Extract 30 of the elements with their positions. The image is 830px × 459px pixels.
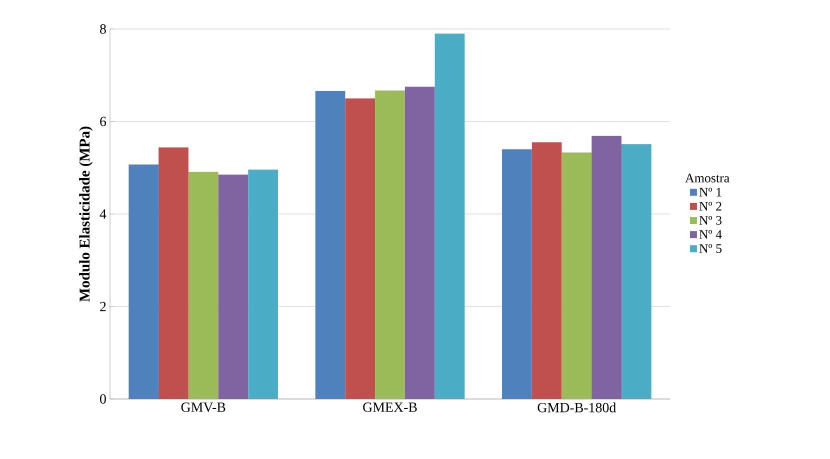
legend-label: Nº 4: [699, 230, 722, 239]
y-axis-title: Modulo Elasticidade (MPa): [79, 126, 93, 302]
x-tick-label: GMD-B-180d: [538, 402, 616, 412]
bar: [375, 90, 405, 399]
legend-label: Nº 2: [699, 202, 722, 210]
y-tick-label: 0: [100, 394, 106, 404]
legend-title: Amostra: [685, 174, 730, 182]
bar: [315, 90, 346, 399]
bar: [345, 98, 376, 399]
bar: [158, 147, 188, 399]
legend-label: Nº 5: [699, 244, 722, 253]
bar: [404, 86, 435, 399]
legend-label: Nº 3: [699, 216, 722, 225]
x-tick-label: GMV-B: [181, 402, 226, 412]
legend-label: Nº 1: [699, 188, 722, 196]
bar: [592, 136, 622, 399]
bar: [621, 144, 652, 399]
bar: [188, 172, 218, 399]
bar: [434, 34, 465, 399]
x-tick-label: GMEX-B: [363, 402, 417, 412]
bar: [502, 149, 532, 399]
bar: [562, 152, 592, 399]
y-tick-label: 8: [100, 24, 106, 34]
bar: [532, 142, 562, 399]
y-tick-label: 4: [100, 209, 106, 219]
y-tick-label: 2: [100, 302, 106, 312]
bar: [218, 174, 248, 399]
bar: [128, 164, 159, 399]
y-tick-label: 6: [100, 116, 106, 126]
bar: [248, 170, 278, 399]
